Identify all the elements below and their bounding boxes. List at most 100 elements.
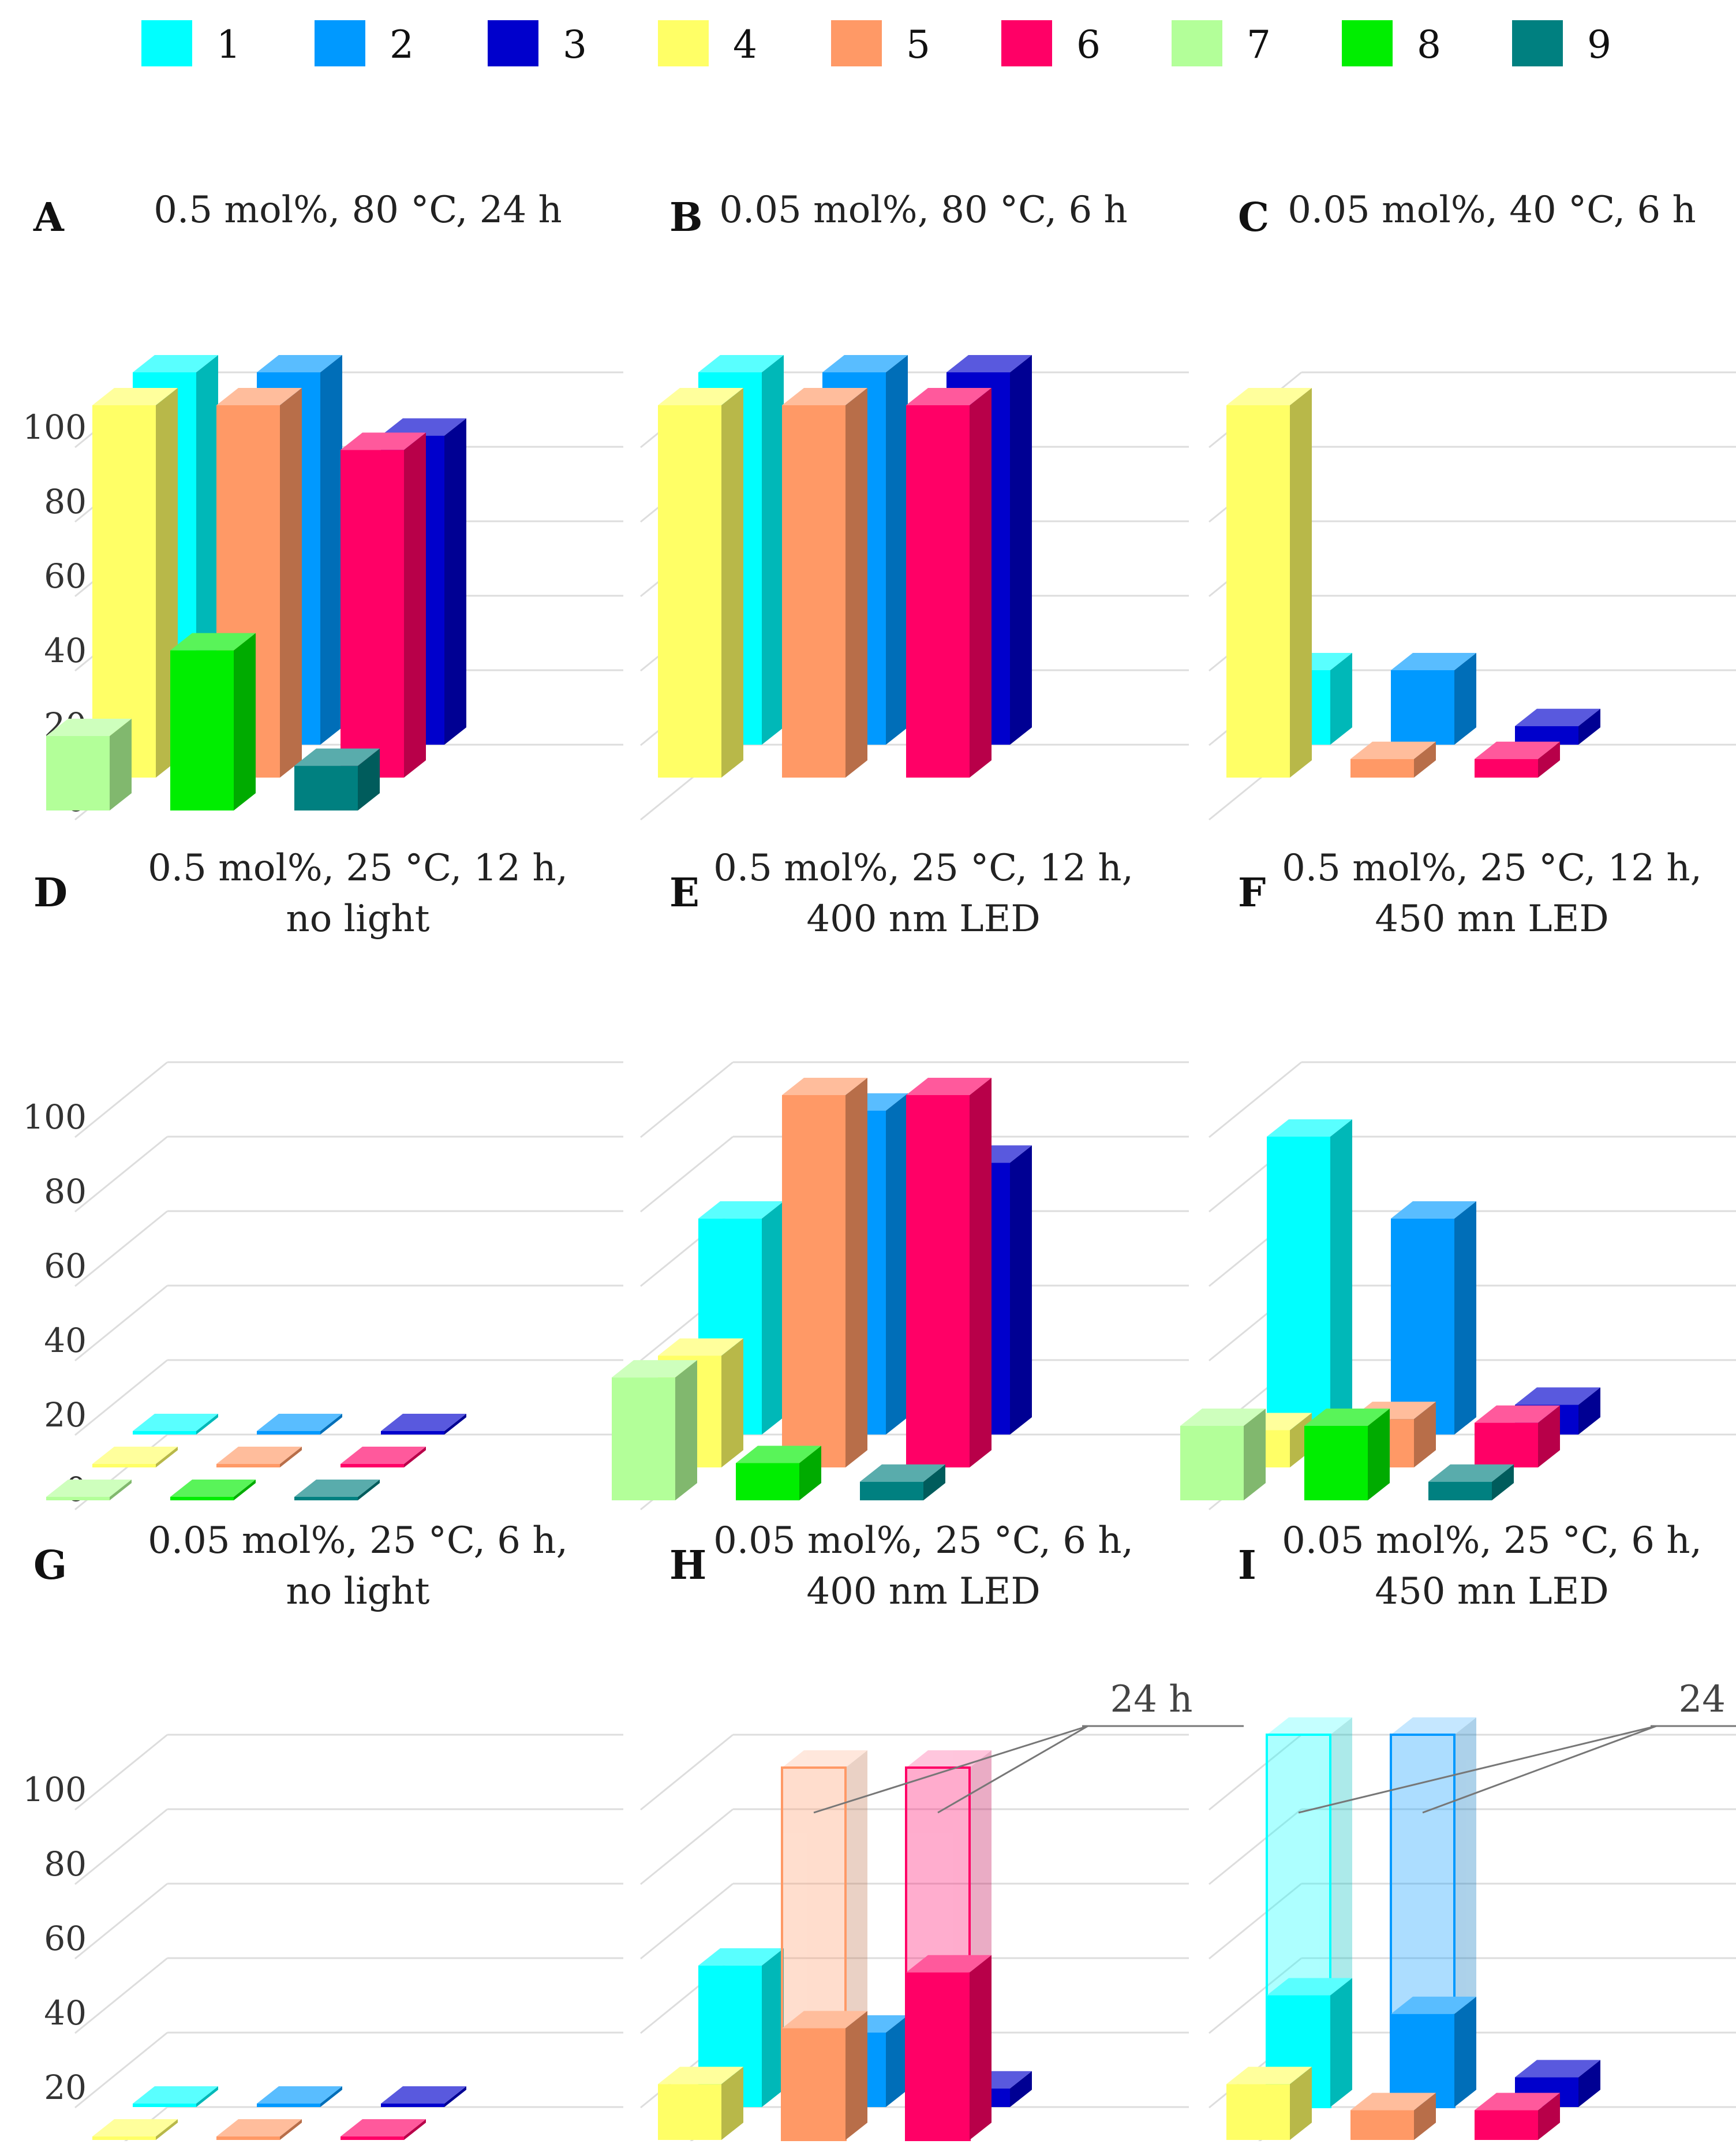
gridline-diag [641,1062,733,1137]
bar-front [1475,759,1538,778]
bar-top [92,1447,178,1464]
bar-front [170,1497,234,1500]
bar-F-9 [1428,1465,1514,1500]
y-tick-80: 80 [44,1172,87,1211]
panel-letter-H: H [669,1542,706,1589]
gridline-diag [641,1735,733,1810]
bar-top [341,1447,426,1464]
y-tick-80: 80 [44,1844,87,1884]
grid-G [75,1735,623,2141]
legend-item-6: 6 [1001,20,1101,67]
bar-E-5 [782,1078,867,1467]
y-tick-100: 100 [23,408,87,447]
bar-side [1454,1997,1476,2107]
legend-label-6: 6 [1076,23,1101,67]
bar-side [845,2011,867,2141]
bar-front [92,2136,156,2140]
panel-title-H-line-1: 0.05 mol%, 25 °C, 6 h, [713,1519,1133,1562]
bar-top [216,1447,302,1464]
legend-item-5: 5 [831,20,930,67]
legend-swatch-7 [1172,20,1222,66]
bar-front [257,2104,320,2107]
bar-E-9 [860,1465,945,1500]
bar-F-2 [1391,1201,1476,1435]
bar-C-3 [1515,709,1600,745]
bar-front [381,2104,444,2107]
bar-front [170,651,234,810]
annotation-24h-I: 24 h [1299,1678,1736,1813]
panel-letter-E: E [669,870,699,916]
bar-A-9 [294,749,380,810]
bar-G-4 [92,2119,178,2140]
legend-item-3: 3 [488,20,587,67]
bar-front [1350,759,1414,778]
bar-side [1330,1978,1352,2108]
bar-top [257,2086,342,2104]
bar-E-8 [736,1446,821,1501]
bar-front [1304,1426,1368,1500]
bar-top [46,1480,132,1497]
bars-D [46,1414,466,1500]
panel-title-I-line-1: 0.05 mol%, 25 °C, 6 h, [1282,1519,1702,1562]
bar-D-3 [381,1414,466,1435]
bar-front [1475,2110,1538,2140]
legend-label-8: 8 [1417,23,1441,67]
bar-F-1 [1267,1119,1352,1435]
bar-H-4 [658,2067,743,2140]
bar-front [1350,2110,1414,2140]
bar-top [92,2119,178,2136]
legend-item-9: 9 [1512,20,1611,67]
bar-front [133,1431,196,1435]
legend-label-5: 5 [906,23,930,67]
bar-side [845,1078,867,1467]
panel-title-D-line-1: 0.5 mol%, 25 °C, 12 h, [148,847,568,890]
y-tick-40: 40 [44,631,87,670]
bar-side [845,388,867,778]
bar-top [133,2086,218,2104]
panel-D: D0.5 mol%, 25 °C, 12 h,no light020406080… [23,847,623,1510]
panel-G: G0.05 mol%, 25 °C, 6 h,no light020406080… [23,1519,623,2141]
bar-front [906,1095,970,1467]
bar-side [721,1339,743,1468]
legend-item-1: 1 [141,20,241,67]
y-tick-60: 60 [44,1246,87,1286]
bar-front [133,2104,196,2107]
bar-top [257,1414,342,1431]
bar-I-4 [1226,2067,1312,2140]
bar-F-6 [1475,1406,1560,1467]
legend-item-2: 2 [315,20,414,67]
legend-label-3: 3 [563,23,587,67]
panel-title-B-line-1: 0.05 mol%, 80 °C, 6 h [719,189,1127,231]
bar-side [721,388,743,778]
bar-side [970,388,992,778]
bar-G-3 [381,2086,466,2107]
bar-side [444,419,466,745]
y-tick-40: 40 [44,1321,87,1360]
bar-front [341,1464,404,1467]
panel-title-I-line-2: 450 mn LED [1375,1570,1608,1613]
bar-G-6 [341,2119,426,2140]
bar-D-2 [257,1414,342,1435]
legend-swatch-4 [658,20,709,66]
bar-front [1180,1426,1244,1500]
bar-front [906,1973,970,2140]
bar-front [1475,1423,1538,1467]
bar-F-7 [1180,1409,1266,1500]
panel-letter-F: F [1238,870,1266,916]
bar-front [658,405,721,778]
y-tick-100: 100 [23,1097,87,1137]
bar-side [970,1078,992,1467]
bar-front [906,405,970,778]
bar-front [1226,2084,1290,2140]
panel-letter-A: A [33,195,65,241]
bar-E-6 [906,1078,992,1467]
bar-front [92,1464,156,1467]
gridline-diag [75,1809,167,1884]
bar-top [216,2119,302,2136]
bar-front [216,2136,280,2140]
bar-front [658,2084,721,2140]
